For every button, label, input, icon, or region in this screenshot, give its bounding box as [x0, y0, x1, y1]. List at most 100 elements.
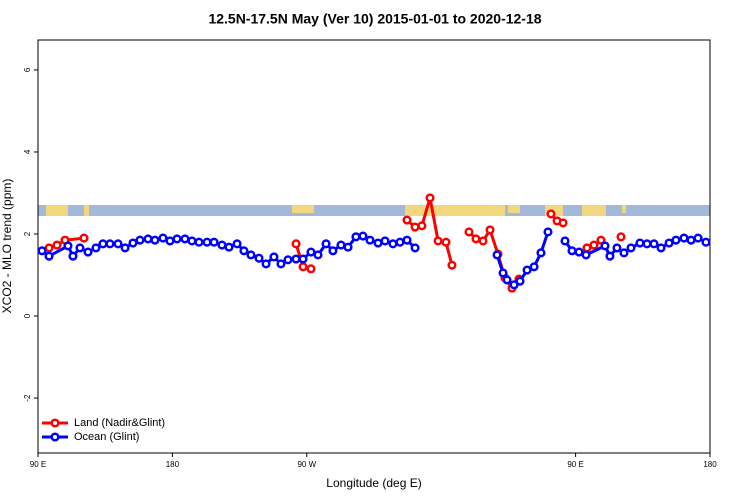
data-point — [581, 250, 591, 260]
data-point — [239, 246, 249, 256]
data-point — [529, 262, 539, 272]
data-point — [410, 222, 420, 232]
x-tick-label: 180 — [703, 460, 717, 469]
data-point — [79, 233, 89, 243]
land-patch — [84, 205, 89, 216]
data-point — [298, 262, 308, 272]
legend-label: Ocean (Glint) — [74, 431, 139, 443]
land-patch — [46, 205, 68, 216]
data-point — [150, 235, 160, 245]
legend: Land (Nadir&Glint) Ocean (Glint) — [42, 417, 165, 443]
data-point — [433, 236, 443, 246]
data-point — [224, 242, 234, 252]
data-point — [498, 268, 508, 278]
data-point — [246, 250, 256, 260]
x-tick-label: 90 E — [30, 460, 46, 469]
data-point — [291, 239, 301, 249]
data-point — [464, 227, 474, 237]
data-point — [98, 239, 108, 249]
data-point — [522, 265, 532, 275]
data-point — [664, 238, 674, 248]
data-point — [269, 252, 279, 262]
data-point — [600, 241, 610, 251]
data-point — [44, 251, 54, 261]
data-point — [105, 239, 115, 249]
data-point — [686, 235, 696, 245]
data-point — [543, 227, 553, 237]
data-point — [492, 250, 502, 260]
legend-label: Land (Nadir&Glint) — [74, 417, 165, 429]
data-point — [91, 243, 101, 253]
data-point — [373, 238, 383, 248]
data-point — [380, 236, 390, 246]
data-point — [336, 240, 346, 250]
data-point — [701, 237, 711, 247]
data-point — [596, 235, 606, 245]
data-point — [143, 234, 153, 244]
data-point — [113, 239, 123, 249]
data-point — [671, 235, 681, 245]
land-patch — [622, 205, 626, 213]
data-point — [485, 225, 495, 235]
land-patch — [545, 205, 563, 216]
data-point — [75, 243, 85, 253]
land-patch — [292, 205, 314, 213]
data-point — [83, 247, 93, 257]
data-point — [351, 232, 361, 242]
data-point — [313, 250, 323, 260]
data-point — [425, 193, 435, 203]
data-point — [616, 232, 626, 242]
data-point — [321, 239, 331, 249]
data-point — [626, 243, 636, 253]
land-patch — [582, 205, 606, 216]
data-point — [567, 246, 577, 256]
data-point — [306, 264, 316, 274]
data-point — [605, 251, 615, 261]
data-point — [560, 236, 570, 246]
data-point — [68, 251, 78, 261]
data-point — [388, 239, 398, 249]
y-tick-label: 6 — [23, 67, 32, 72]
y-tick-label: 4 — [23, 149, 32, 154]
data-point — [417, 221, 427, 231]
data-point — [546, 209, 556, 219]
data-point — [254, 253, 264, 263]
data-point — [217, 240, 227, 250]
data-point — [172, 234, 182, 244]
data-point — [52, 240, 62, 250]
map-strip — [38, 205, 710, 216]
data-point — [261, 259, 271, 269]
data-point — [395, 237, 405, 247]
data-point — [478, 236, 488, 246]
data-point — [612, 243, 622, 253]
data-point — [693, 233, 703, 243]
data-point — [358, 231, 368, 241]
data-point — [656, 243, 666, 253]
land-patch — [508, 205, 520, 213]
data-point — [509, 280, 519, 290]
data-point — [619, 248, 629, 258]
data-point — [558, 218, 568, 228]
data-point — [441, 237, 451, 247]
data-point — [582, 243, 592, 253]
data-point — [343, 242, 353, 252]
data-point — [642, 239, 652, 249]
chart-title: 12.5N-17.5N May (Ver 10) 2015-01-01 to 2… — [208, 11, 541, 27]
data-point — [471, 234, 481, 244]
data-point — [291, 254, 301, 264]
data-point — [44, 243, 54, 253]
data-point — [515, 276, 525, 286]
data-point — [589, 240, 599, 250]
data-point — [37, 246, 47, 256]
data-point — [276, 259, 286, 269]
data-point — [165, 236, 175, 246]
data-point — [298, 254, 308, 264]
y-tick-label: 0 — [23, 313, 32, 318]
land-patch — [405, 205, 505, 216]
data-point — [209, 237, 219, 247]
ocean-strip — [38, 205, 710, 216]
x-axis-label: Longitude (deg E) — [326, 476, 421, 490]
data-point — [402, 215, 412, 225]
data-point — [135, 235, 145, 245]
